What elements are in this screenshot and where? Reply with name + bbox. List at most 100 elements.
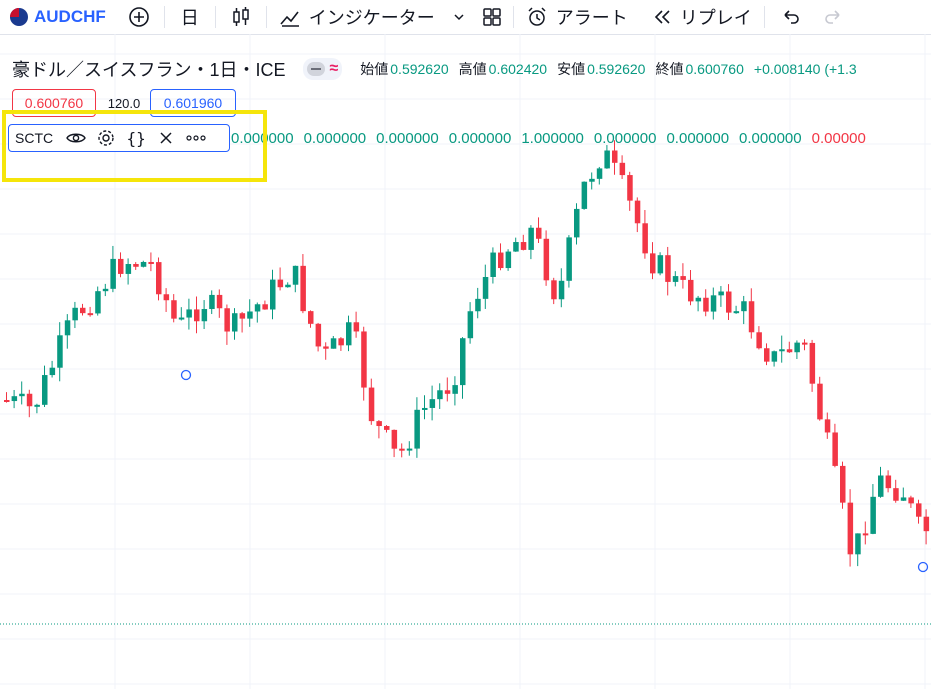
- symbol-search[interactable]: AUDCHF: [0, 0, 114, 34]
- candle-body: [680, 276, 686, 280]
- indicator-value: 0.000000: [739, 130, 802, 147]
- indicator-value: 1.000000: [521, 130, 584, 147]
- replay-button[interactable]: リプレイ: [640, 0, 764, 34]
- candle-body: [832, 432, 838, 466]
- candle-body: [125, 264, 132, 274]
- candle-body: [885, 475, 892, 489]
- indicator-value: 0.000000: [231, 130, 294, 147]
- indicator-value: 0.000000: [448, 130, 512, 147]
- candle-body: [612, 150, 618, 163]
- collapse-icon[interactable]: [307, 62, 326, 76]
- candle-body: [156, 262, 162, 295]
- candle-body: [566, 237, 572, 281]
- candle-body: [315, 323, 322, 347]
- settings-button[interactable]: [91, 125, 121, 151]
- signal-marker: [180, 369, 192, 381]
- candle-body: [87, 313, 94, 316]
- change-value: +0.008140 (+1.3: [753, 61, 857, 77]
- candle-body: [520, 242, 527, 250]
- australia-flag-icon: [10, 8, 28, 26]
- candle-body: [764, 348, 770, 362]
- candle-body: [19, 393, 25, 397]
- wave-icon: ≈: [329, 60, 339, 77]
- chart-type-button[interactable]: [216, 0, 266, 34]
- candle-body: [908, 497, 914, 504]
- candle-body: [650, 253, 656, 274]
- candle-body: [923, 516, 930, 532]
- candle-body: [292, 265, 299, 285]
- buy-price: 0.601960: [163, 95, 223, 111]
- candle-body: [878, 475, 884, 497]
- interval-button[interactable]: 日: [180, 8, 199, 28]
- more-button[interactable]: [181, 125, 211, 151]
- sell-button[interactable]: 0.600760: [12, 89, 96, 117]
- layout-button[interactable]: [471, 0, 513, 34]
- candle-body: [72, 307, 78, 321]
- candle-body: [688, 279, 694, 302]
- candle-body: [619, 162, 626, 176]
- plus-circle-icon: [128, 7, 149, 27]
- candle-body: [551, 280, 557, 300]
- candle-body: [809, 342, 816, 384]
- candle-body: [703, 297, 709, 312]
- indicator-toolbar: SCTC {}: [8, 124, 230, 152]
- candle-body: [270, 279, 276, 310]
- remove-button[interactable]: [151, 125, 181, 151]
- undo-icon: [784, 10, 799, 24]
- candle-body: [657, 255, 664, 274]
- indicator-name[interactable]: SCTC: [15, 130, 54, 146]
- signal-marker: [917, 561, 929, 573]
- candle-body: [710, 295, 717, 312]
- buy-button[interactable]: 0.601960: [150, 89, 236, 117]
- alert-button[interactable]: アラート: [514, 0, 640, 34]
- close-label: 終値: [655, 61, 684, 77]
- indicator-value: 0.00000: [811, 130, 866, 147]
- toolbar-divider: [763, 6, 765, 28]
- price-chart[interactable]: [0, 34, 931, 689]
- candle-body: [239, 313, 246, 319]
- toolbar-divider: [265, 6, 267, 28]
- redo-button[interactable]: [815, 0, 853, 34]
- candle-body: [338, 338, 344, 346]
- candle-body: [201, 309, 208, 322]
- candle-body: [862, 533, 869, 536]
- candle-body: [817, 383, 823, 420]
- candle-body: [847, 502, 854, 555]
- candle-body: [406, 448, 413, 451]
- candle-body: [376, 421, 382, 427]
- candle-body: [361, 331, 367, 388]
- spread-label: 120.0: [107, 95, 141, 111]
- candle-body: [482, 276, 489, 299]
- indicators-label: インジケーター: [308, 8, 435, 28]
- candle-body: [634, 200, 641, 224]
- candle-body: [536, 227, 542, 239]
- candle-body: [140, 261, 147, 267]
- braces-icon: {}: [126, 128, 146, 148]
- source-code-button[interactable]: {}: [121, 125, 151, 151]
- candle-body: [232, 313, 238, 332]
- candle-body: [748, 301, 755, 333]
- visibility-button[interactable]: [61, 125, 91, 151]
- candle-body: [285, 284, 291, 288]
- toolbar-divider: [512, 6, 514, 28]
- indicators-button[interactable]: インジケーター: [267, 0, 471, 34]
- candle-body: [771, 351, 778, 362]
- compare-button[interactable]: [114, 0, 164, 34]
- candle-body: [543, 238, 550, 281]
- legend-toggle[interactable]: ≈: [303, 58, 343, 80]
- candle-body: [589, 178, 595, 182]
- candle-body: [665, 255, 671, 282]
- close-value: 0.600760: [685, 61, 744, 77]
- undo-button[interactable]: [765, 0, 815, 34]
- candle-body: [574, 208, 580, 238]
- alarm-clock-icon: [528, 7, 546, 26]
- candle-body: [49, 367, 56, 376]
- open-value: 0.592620: [390, 61, 449, 77]
- candle-body: [513, 242, 519, 252]
- toolbar-divider: [214, 6, 216, 28]
- symbol-name: AUDCHF: [34, 7, 106, 26]
- low-label: 安値: [557, 61, 586, 77]
- candle-body: [558, 280, 565, 300]
- candle-body: [642, 223, 648, 254]
- gear-icon: [98, 130, 114, 146]
